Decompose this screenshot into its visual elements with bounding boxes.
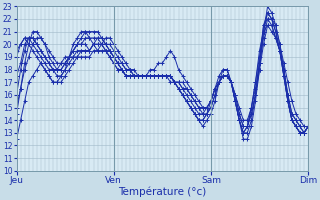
X-axis label: Température (°c): Température (°c): [118, 187, 206, 197]
